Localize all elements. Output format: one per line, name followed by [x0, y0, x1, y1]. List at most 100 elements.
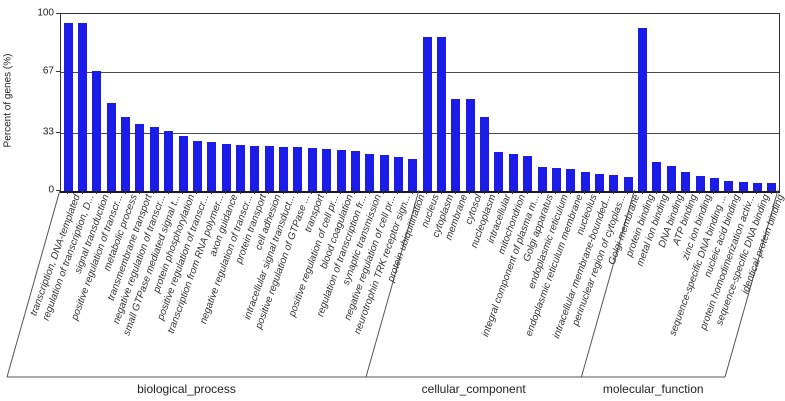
x-tick-mark: [354, 191, 356, 194]
x-tick-mark: [182, 191, 184, 194]
bar: [408, 159, 418, 191]
bar: [336, 150, 346, 191]
x-tick-mark: [225, 191, 227, 194]
bar: [508, 153, 518, 191]
bar: [121, 116, 131, 191]
bar: [638, 28, 648, 191]
bar: [695, 175, 705, 191]
bar: [480, 116, 490, 191]
separator-line: [580, 189, 635, 378]
bar: [221, 144, 231, 191]
bar: [106, 102, 116, 191]
bar: [135, 123, 145, 191]
x-tick-mark: [124, 191, 126, 194]
x-tick-mark: [325, 191, 327, 194]
bar: [393, 157, 403, 191]
x-tick-mark: [411, 191, 413, 194]
gridline: [61, 132, 779, 134]
x-tick-mark: [368, 191, 370, 194]
category-label: biological_process: [137, 382, 236, 396]
x-tick-mark: [699, 191, 701, 194]
bar: [365, 153, 375, 191]
x-tick-mark: [311, 191, 313, 194]
x-tick-mark: [282, 191, 284, 194]
x-tick-mark: [497, 191, 499, 194]
bar: [523, 155, 533, 191]
x-tick-mark: [196, 191, 198, 194]
x-tick-mark: [210, 191, 212, 194]
x-tick-mark: [641, 191, 643, 194]
x-tick-mark: [239, 191, 241, 194]
x-tick-mark: [110, 191, 112, 194]
x-tick-mark: [397, 191, 399, 194]
y-tick-label: 67: [42, 65, 54, 77]
x-tick-mark: [153, 191, 155, 194]
bar: [551, 168, 561, 191]
bar: [279, 146, 289, 191]
separator-line: [6, 189, 61, 378]
bar: [264, 145, 274, 191]
x-tick-mark: [742, 191, 744, 194]
x-tick-mark: [555, 191, 557, 194]
bar: [207, 142, 217, 191]
y-tick-label: 0: [48, 184, 54, 196]
bar: [724, 181, 734, 191]
x-tick-mark: [469, 191, 471, 194]
x-tick-mark: [81, 191, 83, 194]
x-tick-mark: [95, 191, 97, 194]
x-tick-mark: [627, 191, 629, 194]
bar: [307, 147, 317, 191]
bar: [623, 176, 633, 191]
bar: [537, 167, 547, 191]
y-tick-mark: [56, 71, 60, 73]
x-tick-mark: [727, 191, 729, 194]
bar: [322, 148, 332, 191]
plot-area: [60, 13, 780, 193]
x-tick-mark: [612, 191, 614, 194]
category-label: cellular_component: [421, 382, 526, 396]
x-tick-mark: [454, 191, 456, 194]
x-tick-mark: [440, 191, 442, 194]
y-tick-label: 33: [42, 126, 54, 138]
x-tick-mark: [426, 191, 428, 194]
x-tick-mark: [383, 191, 385, 194]
bar: [681, 171, 691, 191]
bar: [494, 152, 504, 191]
x-tick-mark: [296, 191, 298, 194]
x-tick-mark: [569, 191, 571, 194]
x-tick-mark: [512, 191, 514, 194]
x-tick-mark: [655, 191, 657, 194]
bar: [767, 183, 777, 191]
bar: [236, 144, 245, 191]
bar: [437, 37, 447, 191]
bar: [379, 154, 389, 191]
y-tick-mark: [56, 131, 60, 133]
y-tick-mark: [56, 190, 60, 191]
separator-line: [365, 189, 420, 378]
bar: [350, 151, 360, 191]
bar: [738, 182, 748, 191]
x-tick-mark: [713, 191, 715, 194]
y-tick-label: 100: [37, 7, 54, 19]
bar: [595, 174, 604, 191]
bar: [149, 127, 159, 191]
x-tick-mark: [340, 191, 342, 194]
bar: [293, 146, 303, 191]
bar: [652, 161, 662, 191]
x-tick-mark: [670, 191, 672, 194]
x-tick-mark: [268, 191, 270, 194]
bar: [609, 175, 619, 191]
bar: [709, 177, 719, 191]
bar: [566, 168, 576, 191]
x-tick-mark: [770, 191, 772, 194]
bar: [164, 130, 174, 191]
bar: [451, 98, 461, 191]
bar: [192, 140, 202, 191]
x-tick-mark: [138, 191, 140, 194]
x-tick-mark: [684, 191, 686, 194]
bar: [78, 22, 88, 191]
bar: [752, 183, 762, 191]
gridline: [61, 72, 779, 74]
